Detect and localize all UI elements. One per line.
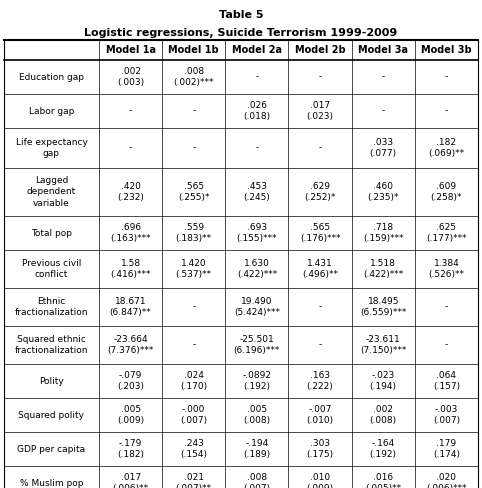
Text: .021
(.007)**: .021 (.007)** bbox=[175, 473, 212, 488]
Text: -: - bbox=[192, 341, 195, 349]
Text: -.023
(.194): -.023 (.194) bbox=[370, 371, 397, 391]
Text: -: - bbox=[129, 106, 132, 116]
Text: .460
(.235)*: .460 (.235)* bbox=[367, 182, 399, 202]
Text: 19.490
(5.424)***: 19.490 (5.424)*** bbox=[234, 297, 280, 317]
Text: Table 5: Table 5 bbox=[219, 10, 263, 20]
Text: Previous civil
conflict: Previous civil conflict bbox=[22, 259, 81, 279]
Text: .005
(.008): .005 (.008) bbox=[243, 405, 270, 425]
Text: -: - bbox=[129, 143, 132, 152]
Text: Logistic regressions, Suicide Terrorism 1999-2009: Logistic regressions, Suicide Terrorism … bbox=[84, 28, 398, 38]
Text: -.007
(.010): -.007 (.010) bbox=[307, 405, 334, 425]
Text: -: - bbox=[382, 106, 385, 116]
Text: .010
(.009): .010 (.009) bbox=[307, 473, 334, 488]
Text: -: - bbox=[445, 303, 448, 311]
Text: .453
(.245): .453 (.245) bbox=[243, 182, 270, 202]
Text: -: - bbox=[192, 143, 195, 152]
Text: -.0892
(.192): -.0892 (.192) bbox=[242, 371, 271, 391]
Text: .163
(.222): .163 (.222) bbox=[307, 371, 334, 391]
Text: -: - bbox=[319, 341, 321, 349]
Text: .182
(.069)**: .182 (.069)** bbox=[428, 138, 465, 158]
Text: .002
(.008): .002 (.008) bbox=[370, 405, 397, 425]
Text: Model 2a: Model 2a bbox=[232, 45, 282, 55]
Text: Labor gap: Labor gap bbox=[29, 106, 74, 116]
Text: .243
(.154): .243 (.154) bbox=[180, 439, 207, 459]
Text: .629
(.252)*: .629 (.252)* bbox=[305, 182, 336, 202]
Text: -.164
(.192): -.164 (.192) bbox=[370, 439, 397, 459]
Text: .179
(.174): .179 (.174) bbox=[433, 439, 460, 459]
Text: Lagged
dependent
variable: Lagged dependent variable bbox=[27, 176, 76, 207]
Text: Model 1b: Model 1b bbox=[168, 45, 219, 55]
Text: -: - bbox=[445, 106, 448, 116]
Text: .625
(.177)***: .625 (.177)*** bbox=[426, 223, 467, 243]
Text: 18.671
(6.847)**: 18.671 (6.847)** bbox=[110, 297, 151, 317]
Text: Education gap: Education gap bbox=[19, 73, 84, 81]
Text: 1.431
(.496)**: 1.431 (.496)** bbox=[302, 259, 338, 279]
Text: -: - bbox=[445, 73, 448, 81]
Text: .008
(.007): .008 (.007) bbox=[243, 473, 270, 488]
Text: -: - bbox=[319, 73, 321, 81]
Text: .016
(.005)**: .016 (.005)** bbox=[365, 473, 402, 488]
Text: Model 2b: Model 2b bbox=[295, 45, 346, 55]
Text: -: - bbox=[192, 106, 195, 116]
Text: % Muslim pop: % Muslim pop bbox=[20, 479, 83, 488]
Text: -: - bbox=[255, 143, 258, 152]
Text: Life expectancy
gap: Life expectancy gap bbox=[15, 138, 87, 158]
Text: -25.501
(6.196)***: -25.501 (6.196)*** bbox=[234, 335, 280, 355]
Text: .565
(.255)*: .565 (.255)* bbox=[178, 182, 210, 202]
Text: .718
(.159)***: .718 (.159)*** bbox=[363, 223, 403, 243]
Text: -: - bbox=[319, 143, 321, 152]
Text: Ethnic
fractionalization: Ethnic fractionalization bbox=[15, 297, 88, 317]
Text: .420
(.232): .420 (.232) bbox=[117, 182, 144, 202]
Text: -23.611
(7.150)***: -23.611 (7.150)*** bbox=[360, 335, 406, 355]
Text: .559
(.183)**: .559 (.183)** bbox=[175, 223, 212, 243]
Text: Model 3a: Model 3a bbox=[358, 45, 408, 55]
Text: Model 3b: Model 3b bbox=[421, 45, 472, 55]
Text: Total pop: Total pop bbox=[31, 228, 72, 238]
Text: .565
(.176)***: .565 (.176)*** bbox=[300, 223, 340, 243]
Text: GDP per capita: GDP per capita bbox=[17, 445, 86, 453]
Text: -.179
(.182): -.179 (.182) bbox=[117, 439, 144, 459]
Text: -: - bbox=[445, 341, 448, 349]
Text: -.000
(.007): -.000 (.007) bbox=[180, 405, 207, 425]
Text: Squared polity: Squared polity bbox=[18, 410, 84, 420]
Text: .024
(.170): .024 (.170) bbox=[180, 371, 207, 391]
Text: -.194
(.189): -.194 (.189) bbox=[243, 439, 270, 459]
Text: -: - bbox=[192, 303, 195, 311]
Text: .020
(.006)***: .020 (.006)*** bbox=[426, 473, 467, 488]
Text: .008
(.002)***: .008 (.002)*** bbox=[174, 67, 214, 87]
Text: .026
(.018): .026 (.018) bbox=[243, 101, 270, 121]
Text: .693
(.155)***: .693 (.155)*** bbox=[237, 223, 277, 243]
Text: .005
(.009): .005 (.009) bbox=[117, 405, 144, 425]
Text: 1.58
(.416)***: 1.58 (.416)*** bbox=[110, 259, 151, 279]
Text: -: - bbox=[319, 303, 321, 311]
Text: -: - bbox=[255, 73, 258, 81]
Text: -.079
(.203): -.079 (.203) bbox=[117, 371, 144, 391]
Text: 1.384
(.526)**: 1.384 (.526)** bbox=[428, 259, 465, 279]
Text: .002
(.003): .002 (.003) bbox=[117, 67, 144, 87]
Text: 1.630
(.422)***: 1.630 (.422)*** bbox=[237, 259, 277, 279]
Text: 18.495
(6.559)***: 18.495 (6.559)*** bbox=[360, 297, 406, 317]
Text: 1.420
(.537)**: 1.420 (.537)** bbox=[175, 259, 212, 279]
Text: Polity: Polity bbox=[39, 377, 64, 386]
Text: -: - bbox=[382, 73, 385, 81]
Text: .017
(.006)**: .017 (.006)** bbox=[112, 473, 148, 488]
Text: .303
(.175): .303 (.175) bbox=[307, 439, 334, 459]
Text: .017
(.023): .017 (.023) bbox=[307, 101, 334, 121]
Text: -23.664
(7.376)***: -23.664 (7.376)*** bbox=[107, 335, 154, 355]
Text: Squared ethnic
fractionalization: Squared ethnic fractionalization bbox=[15, 335, 88, 355]
Text: .696
(.163)***: .696 (.163)*** bbox=[110, 223, 151, 243]
Text: Model 1a: Model 1a bbox=[106, 45, 156, 55]
Text: .609
(.258)*: .609 (.258)* bbox=[430, 182, 462, 202]
Text: -.003
(.007): -.003 (.007) bbox=[433, 405, 460, 425]
Text: .033
(.077): .033 (.077) bbox=[370, 138, 397, 158]
Text: .064
(.157): .064 (.157) bbox=[433, 371, 460, 391]
Text: 1.518
(.422)***: 1.518 (.422)*** bbox=[363, 259, 403, 279]
